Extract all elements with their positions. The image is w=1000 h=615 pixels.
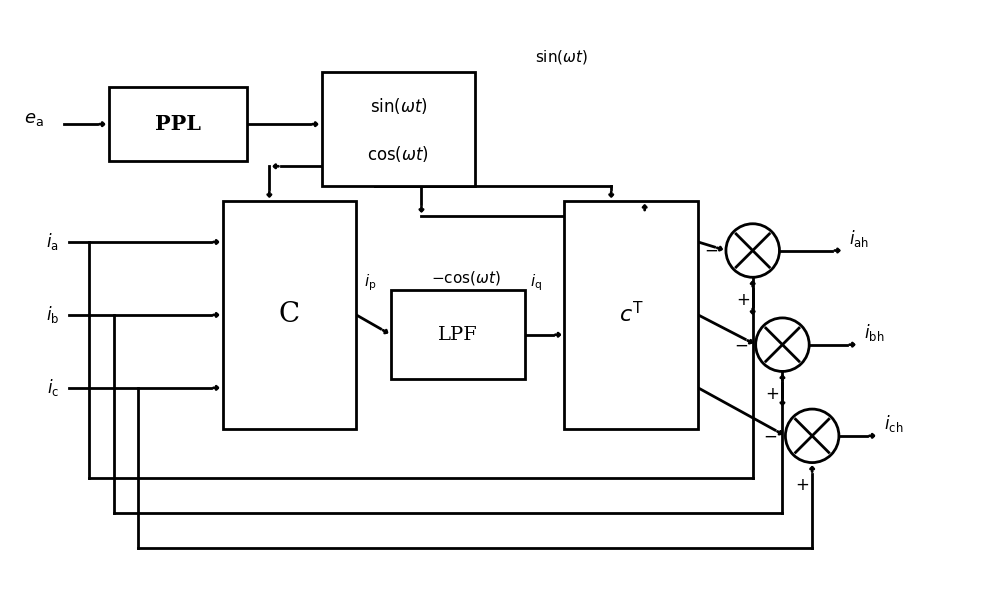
Text: $i_{\rm bh}$: $i_{\rm bh}$ xyxy=(864,322,884,343)
Text: $-$: $-$ xyxy=(763,427,777,444)
Text: $i_{\rm b}$: $i_{\rm b}$ xyxy=(46,304,59,325)
Text: $i_{\rm ch}$: $i_{\rm ch}$ xyxy=(884,413,903,434)
Bar xyxy=(223,201,356,429)
Bar xyxy=(391,290,525,379)
Circle shape xyxy=(785,409,839,462)
Text: $-$: $-$ xyxy=(734,336,748,353)
Text: $+$: $+$ xyxy=(765,386,780,403)
Text: $i_{\rm a}$: $i_{\rm a}$ xyxy=(46,231,59,253)
Text: $c^{\rm T}$: $c^{\rm T}$ xyxy=(619,303,644,328)
Bar xyxy=(564,201,698,429)
Bar xyxy=(109,87,247,161)
Text: C: C xyxy=(279,301,300,328)
Circle shape xyxy=(756,318,809,371)
Text: $i_{\rm ah}$: $i_{\rm ah}$ xyxy=(849,228,869,249)
Text: $-\cos(\omega t)$: $-\cos(\omega t)$ xyxy=(431,269,501,287)
Text: $+$: $+$ xyxy=(795,477,809,494)
Text: $i_{\rm q}$: $i_{\rm q}$ xyxy=(530,272,542,293)
Text: $\sin(\omega t)$: $\sin(\omega t)$ xyxy=(370,97,427,116)
Text: $i_{\rm p}$: $i_{\rm p}$ xyxy=(364,272,377,293)
Text: $\sin(\omega t)$: $\sin(\omega t)$ xyxy=(535,49,588,66)
Text: $\cos(\omega t)$: $\cos(\omega t)$ xyxy=(367,144,429,164)
Text: $e_{\rm a}$: $e_{\rm a}$ xyxy=(24,110,44,128)
Text: LPF: LPF xyxy=(438,326,478,344)
Text: $+$: $+$ xyxy=(736,292,750,309)
Text: $i_{\rm c}$: $i_{\rm c}$ xyxy=(47,378,59,399)
Text: PPL: PPL xyxy=(155,114,201,134)
Bar xyxy=(322,72,475,186)
Circle shape xyxy=(726,224,779,277)
Text: $-$: $-$ xyxy=(704,242,718,259)
